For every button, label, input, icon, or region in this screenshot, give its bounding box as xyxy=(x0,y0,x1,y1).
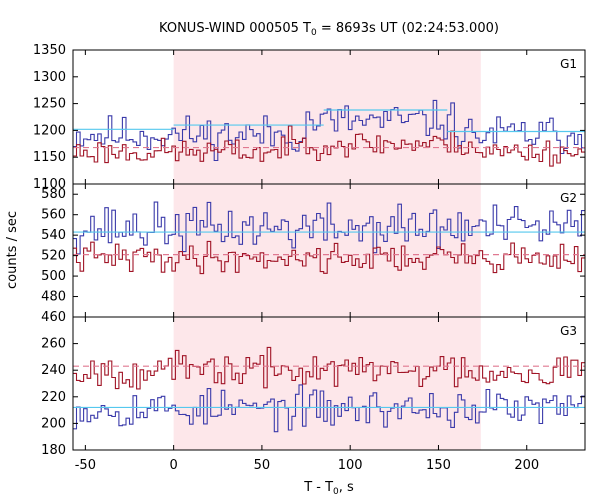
panel-label: G2 xyxy=(560,191,577,205)
y-tick-label: 260 xyxy=(41,337,66,352)
panel-g1: 1100 1150 1200 1250 1300 1350 G1 xyxy=(33,43,586,192)
y-tick-label: 540 xyxy=(41,228,66,243)
y-tick-label: 1100 xyxy=(33,177,66,192)
y-tick-label: 240 xyxy=(41,363,66,378)
y-tick-label: 220 xyxy=(41,390,66,405)
highlight-interval xyxy=(173,317,481,450)
series-red-g3 xyxy=(73,346,585,390)
y-tick-label: 180 xyxy=(41,443,66,458)
y-tick-label: 520 xyxy=(41,249,66,264)
y-tick-label: 200 xyxy=(41,416,66,431)
x-tick-label: -50 xyxy=(75,458,96,473)
panel-g3: 180 200 220 240 260 G3 xyxy=(41,316,586,458)
y-tick-label: 480 xyxy=(41,290,66,305)
y-tick-label: 1250 xyxy=(33,97,66,112)
x-axis-label: T - T0, s xyxy=(303,480,354,497)
panel-label: G3 xyxy=(560,324,577,338)
panel-g2: 460 480 500 520 540 560 580 G2 xyxy=(41,183,586,325)
chart-title: KONUS-WIND 000505 T0 = 8693s UT (02:24:5… xyxy=(159,21,499,38)
series-blue-g1 xyxy=(73,99,585,162)
y-tick-label: 580 xyxy=(41,187,66,202)
panel-label: G1 xyxy=(560,57,577,71)
y-tick-label: 1350 xyxy=(33,43,66,58)
series-blue-g2 xyxy=(73,201,585,255)
y-tick-label: 460 xyxy=(41,310,66,325)
y-tick-label: 560 xyxy=(41,208,66,223)
chart-panels: 110011501200125013001350G146048050052054… xyxy=(33,43,586,473)
y-tick-label: 500 xyxy=(41,269,66,284)
y-axis-label: counts / sec xyxy=(5,211,20,289)
x-tick-label: 200 xyxy=(514,458,539,473)
x-tick-label: 0 xyxy=(169,458,177,473)
panel-frame xyxy=(72,316,586,451)
series-blue-g3 xyxy=(73,384,585,433)
x-tick-label: 100 xyxy=(338,458,363,473)
x-tick-label: 50 xyxy=(254,458,271,473)
y-tick-label: 1200 xyxy=(33,123,66,138)
series-red-g1 xyxy=(73,125,585,167)
highlight-interval xyxy=(173,50,481,184)
y-tick-label: 1300 xyxy=(33,70,66,85)
y-tick-label: 1150 xyxy=(33,150,66,165)
x-tick-label: 150 xyxy=(426,458,451,473)
